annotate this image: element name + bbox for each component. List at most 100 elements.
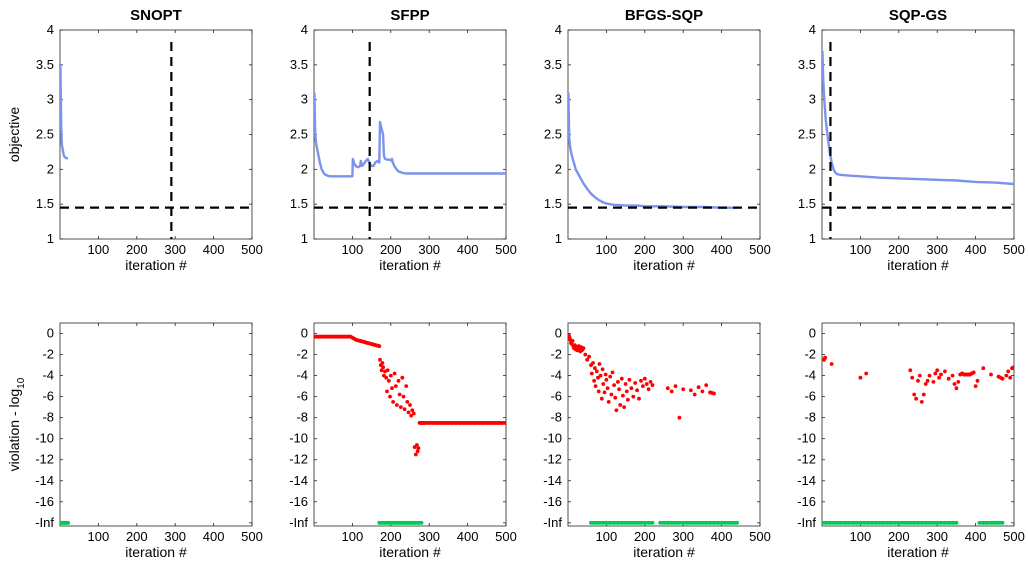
x-axis-label: iteration #	[379, 544, 441, 560]
x-tick-label: 100	[88, 242, 110, 257]
violation-point-run	[568, 335, 573, 342]
violation-point	[411, 411, 416, 416]
violation-point	[858, 375, 863, 380]
x-tick-label: 500	[1003, 242, 1025, 257]
x-tick-label: 500	[495, 242, 517, 257]
axes-frame	[821, 322, 1015, 527]
y-tick-label: 2.5	[544, 127, 562, 142]
x-tick-label: 300	[672, 242, 694, 257]
x-tick-label: 300	[164, 529, 186, 544]
y-tick-label: -14	[543, 473, 562, 488]
violation-point	[397, 392, 402, 397]
chart-title: SQP-GS	[889, 7, 947, 24]
y-tick-label: 0	[809, 326, 816, 341]
violation-point	[610, 370, 615, 375]
x-tick-label: 300	[926, 529, 948, 544]
violation-point	[943, 369, 947, 374]
violation-point	[635, 388, 639, 393]
x-axis-label: iteration #	[887, 544, 949, 560]
violation-point	[669, 389, 674, 394]
y-tick-label: 0	[555, 326, 562, 341]
y-tick-label: -4	[804, 368, 816, 383]
violation-point	[1004, 373, 1009, 378]
y-tick-label: -Inf	[543, 515, 562, 530]
y-tick-label: 1.5	[36, 196, 54, 211]
x-axis-label: iteration #	[125, 544, 187, 560]
axes-frame	[567, 322, 761, 527]
violation-point	[975, 378, 980, 383]
violation-point	[589, 371, 594, 376]
violation-point	[623, 382, 628, 386]
violation-point	[644, 382, 649, 386]
violation-point	[616, 380, 620, 384]
violation-point	[591, 361, 595, 365]
violation-point	[593, 384, 598, 388]
violation-point	[388, 373, 393, 378]
x-tick-label: 200	[380, 529, 402, 544]
x-tick-label: 500	[749, 242, 771, 257]
x-tick-label: 400	[203, 529, 225, 544]
violation-point	[613, 395, 618, 400]
violation-point	[617, 387, 621, 392]
violation-point	[604, 377, 609, 382]
y-tick-label: 3	[301, 92, 308, 107]
y-tick-label: 0	[47, 326, 54, 341]
x-tick-label: 200	[634, 529, 656, 544]
x-tick-label: 100	[596, 242, 618, 257]
x-tick-label: 200	[888, 529, 910, 544]
violation-point	[624, 389, 629, 394]
x-axis-label: iteration #	[887, 257, 949, 273]
y-tick-label: 3.5	[290, 57, 308, 72]
y-tick-label: -8	[42, 410, 54, 425]
violation-point	[626, 397, 630, 402]
violation-point	[650, 383, 655, 387]
y-tick-label: 2	[47, 161, 54, 176]
violation-point	[409, 413, 414, 418]
y-tick-label: -10	[543, 431, 562, 446]
y-tick-label: -12	[543, 452, 562, 467]
violation-point-run	[569, 341, 574, 346]
y-tick-label: 4	[47, 22, 54, 37]
violation-point	[380, 361, 385, 365]
y-tick-label: -10	[35, 431, 54, 446]
y-tick-label: -14	[35, 473, 54, 488]
violation-point	[608, 374, 613, 379]
violation-point	[592, 378, 596, 383]
violation-point	[404, 384, 409, 388]
violation-point	[927, 373, 932, 378]
y-tick-label: -14	[289, 473, 308, 488]
y-tick-label: -16	[797, 494, 816, 509]
x-tick-label: 300	[418, 529, 440, 544]
violation-point	[621, 393, 625, 398]
violation-point	[639, 378, 643, 383]
x-tick-label: 400	[711, 529, 733, 544]
violation-point	[601, 382, 606, 386]
violation-point-run	[1010, 365, 1014, 371]
violation-point	[989, 372, 993, 377]
y-tick-label: -6	[804, 389, 816, 404]
plot-area	[314, 42, 506, 239]
violation-point	[923, 382, 928, 386]
y-tick-label: -4	[550, 368, 562, 383]
x-tick-label: 200	[380, 242, 402, 257]
y-tick-label: -14	[797, 473, 816, 488]
plot-area	[568, 92, 760, 209]
y-tick-label: -2	[296, 347, 308, 362]
x-tick-label: 300	[926, 242, 948, 257]
violation-point	[916, 378, 920, 383]
violation-point-run	[577, 347, 583, 354]
violation-point	[392, 371, 397, 376]
violation-point-run	[822, 355, 827, 362]
violation-point	[618, 403, 623, 407]
plot-area	[60, 520, 70, 525]
violation-point	[405, 400, 410, 404]
violation-point	[641, 384, 645, 388]
violation-point	[914, 396, 918, 401]
y-tick-label: -6	[42, 389, 54, 404]
x-tick-label: 400	[203, 242, 225, 257]
violation-point	[919, 400, 924, 404]
violation-point	[600, 367, 605, 372]
axes-violation-1: 100 200 300 400 500 0 -2 -4 -6 -8 -10 -12 -14 -16 -Inf…	[6, 322, 263, 560]
violation-point	[622, 405, 626, 409]
violation-point	[619, 376, 624, 381]
